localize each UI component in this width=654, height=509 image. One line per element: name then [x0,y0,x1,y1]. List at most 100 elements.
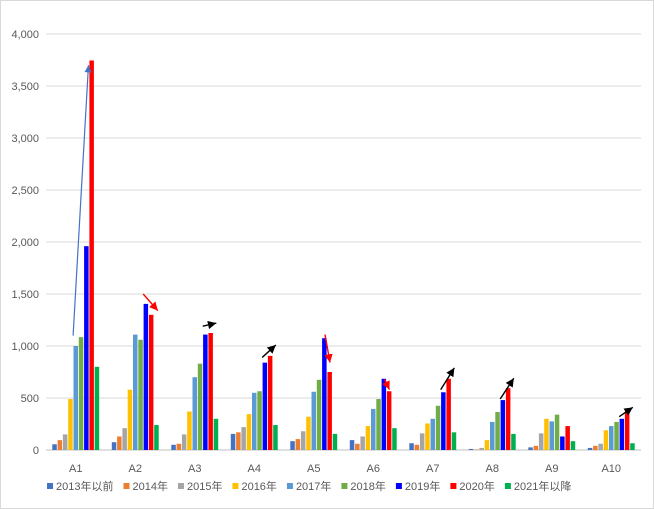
x-tick-label: A2 [129,463,142,475]
bar-a4-series-5 [257,391,262,450]
x-tick-label: A1 [69,463,82,475]
bar-a5-series-7 [327,372,332,450]
legend-item: 2019年 [395,479,440,493]
bar-a8-series-0 [468,448,474,450]
bar-a5-series-5 [316,379,322,450]
y-tick-label: 500 [21,393,39,405]
bar-a7-series-5 [435,405,441,450]
bar-a7-series-7 [446,378,451,450]
legend-label: 2021年以降 [514,479,571,493]
legend-swatch [341,483,348,489]
trend-arrow [324,334,333,363]
bar-a5-series-6 [322,338,327,450]
bar-a6-series-4 [371,408,376,450]
bar-a2-series-3 [127,389,133,450]
bar-a2-series-1 [117,436,122,450]
bar-a3-series-1 [176,443,182,450]
bar-a6-series-8 [392,428,397,450]
bar-a3-series-7 [208,333,213,450]
legend-swatch [232,483,239,489]
trend-arrow [261,344,277,358]
bar-a3-series-8 [213,418,219,450]
bar-a10-series-2 [598,443,603,450]
bar-a9-series-6 [560,436,565,450]
bar-a7-series-0 [409,443,414,450]
bar-a2-series-4 [133,334,138,450]
trend-arrow [142,293,159,312]
bar-a3-series-5 [197,363,203,450]
legend: 2013年以前 2014年 2015年 2016年 2017年 2018年 2019年 202… [47,479,571,493]
legend-swatch [177,483,184,489]
bar-a4-series-0 [230,433,236,450]
bar-a1-series-6 [84,246,89,450]
y-tick-label: 3,500 [11,81,39,93]
x-tick-label: A6 [367,463,380,475]
legend-item: 2015年 [177,479,222,493]
legend-item: 2017年 [286,479,331,493]
trend-arrow [72,65,92,336]
bar-a1-series-0 [52,444,57,450]
bar-a10-series-6 [619,418,625,450]
bar-a4-series-1 [236,432,241,450]
legend-label: 2013年以前 [56,479,113,493]
bar-a9-series-0 [528,447,533,450]
bar-a2-series-2 [122,428,127,450]
bar-a2-series-6 [143,303,149,450]
bar-a1-series-2 [62,434,68,450]
bar-a10-series-8 [630,443,635,450]
bar-a6-series-6 [381,378,387,450]
bar-a7-series-8 [451,432,457,450]
y-axis: 0 500 1,000 1,500 2,000 2,500 3,000 3,500 4,000 [11,29,39,457]
legend-swatch [47,483,53,489]
bar-a6-series-2 [360,436,365,450]
bar-a7-series-2 [419,433,425,450]
bar-a1-series-4 [73,346,78,450]
bar-a6-series-1 [355,443,360,450]
bar-a9-series-2 [538,433,544,450]
bar-a5-series-0 [290,441,295,450]
y-tick-label: 2,000 [11,237,39,249]
x-tick-label: A4 [248,463,261,475]
bar-a4-series-3 [246,414,252,450]
trend-arrow [202,320,217,330]
bar-a5-series-3 [306,416,311,450]
bar-a8-series-1 [474,449,479,450]
bar-a9-series-1 [533,445,539,450]
bar-a7-series-4 [430,418,435,450]
x-tick-label: A9 [545,463,558,475]
bar-a3-series-0 [171,444,176,450]
legend-item: 2020年 [450,479,495,493]
bar-a9-series-3 [544,418,549,450]
legend-label: 2014年 [132,479,167,493]
bar-a2-series-0 [111,442,117,450]
bar-a10-series-0 [587,447,593,450]
bar-a1-series-5 [78,337,84,450]
bar-a6-series-7 [386,391,392,450]
bar-a6-series-5 [376,399,381,450]
bar-a5-series-8 [332,433,338,450]
bar-a6-series-3 [365,426,371,450]
bar-a8-series-8 [511,433,516,450]
legend-swatch [504,483,511,489]
x-tick-label: A3 [188,463,201,475]
x-axis: A1 A2 A3 A4 A5 A6 A7 A8 A9 A10 [69,463,621,475]
bar-a9-series-7 [565,426,570,450]
bar-a4-series-7 [267,355,273,450]
bar-a10-series-1 [593,445,598,450]
legend-item: 2016年 [232,479,277,493]
trend-arrow [618,406,634,418]
bar-a2-series-7 [148,314,154,450]
bar-a10-series-7 [624,410,630,450]
bar-a4-series-8 [273,425,278,450]
y-tick-label: 0 [33,445,39,457]
bar-a5-series-2 [300,431,306,450]
trend-arrows [72,65,634,418]
legend-swatch [286,483,293,489]
bar-a8-series-5 [495,412,500,450]
bar-a1-series-8 [94,366,100,450]
bar-a6-series-0 [349,440,355,450]
bar-a9-series-5 [554,414,560,450]
legend-item: 2018年 [341,479,386,493]
bar-a3-series-2 [181,434,187,450]
legend-item: 2021年以降 [504,479,571,493]
